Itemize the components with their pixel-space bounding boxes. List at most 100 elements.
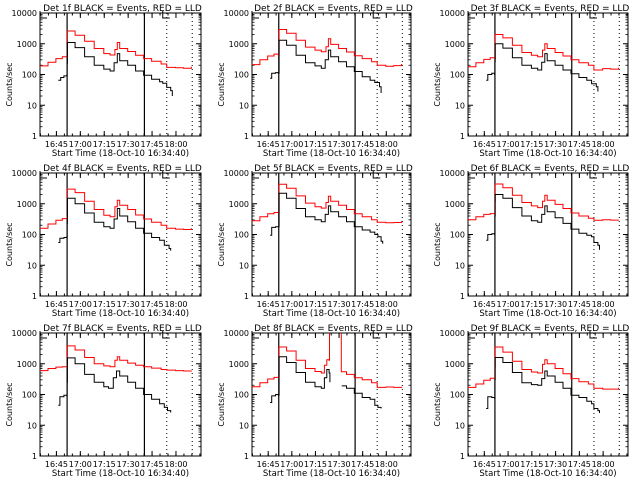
series-line-events [58, 357, 172, 413]
y-tick-label: 100 [22, 391, 37, 400]
bracket-marker [372, 331, 381, 339]
y-tick-label: 10 [239, 421, 249, 430]
x-tick-label: 17:15 [93, 460, 116, 469]
x-axis-label: Start Time (18-Oct-10 16:34:40) [479, 469, 616, 479]
panel-title: Det 2f BLACK = Events, RED = LLD [254, 4, 413, 14]
x-tick-label: 18:00 [164, 140, 187, 149]
y-tick-label: 1 [32, 452, 37, 461]
series-line-lld [40, 30, 192, 69]
x-tick-label: 18:00 [164, 300, 187, 309]
panel-title: Det 3f BLACK = Events, RED = LLD [471, 4, 630, 14]
panel-title: Det 9f BLACK = Events, RED = LLD [471, 324, 630, 334]
y-axis-label: Counts/sec [433, 222, 442, 266]
x-tick-label: 16:45 [45, 300, 68, 309]
x-tick-label: 18:00 [592, 460, 615, 469]
y-tick-label: 10 [455, 101, 465, 110]
x-axis-label: Start Time (18-Oct-10 16:34:40) [263, 469, 400, 479]
x-tick-label: 18:00 [164, 460, 187, 469]
series-line-lld [40, 345, 192, 372]
x-tick-label: 17:30 [328, 300, 351, 309]
y-tick-label: 1 [244, 132, 249, 141]
x-axis-label: Start Time (18-Oct-10 16:34:40) [52, 309, 189, 319]
panel-title: Det 8f BLACK = Events, RED = LLD [254, 324, 413, 334]
y-tick-label: 10000 [440, 169, 465, 178]
y-tick-label: 10000 [224, 169, 249, 178]
panel-det-6: Det 6f BLACK = Events, RED = LLD 1 10 100 10… [433, 164, 629, 319]
series-line-events [58, 42, 173, 96]
y-tick-label: 100 [234, 391, 249, 400]
x-tick-label: 17:30 [544, 300, 567, 309]
bracket-marker [467, 331, 475, 339]
x-tick-label: 16:45 [473, 140, 496, 149]
y-tick-label: 1 [244, 292, 249, 301]
x-tick-label: 17:30 [117, 460, 140, 469]
bracket-marker [251, 331, 259, 339]
bracket-marker [467, 11, 475, 19]
series-line-lld [252, 29, 403, 67]
x-tick-label: 17:45 [351, 460, 374, 469]
y-tick-label: 100 [22, 71, 37, 80]
panel-det-9: Det 9f BLACK = Events, RED = LLD 1 10 100 10… [433, 324, 629, 479]
series-line-lld [40, 188, 192, 230]
x-tick-label: 18:00 [375, 300, 398, 309]
y-tick-label: 10000 [224, 329, 249, 338]
bracket-marker [251, 171, 259, 179]
panel-det-5: Det 5f BLACK = Events, RED = LLD 1 10 100 10… [217, 164, 413, 319]
x-axis-label: Start Time (18-Oct-10 16:34:40) [52, 149, 189, 159]
x-tick-label: 16:45 [473, 300, 496, 309]
x-tick-label: 17:00 [280, 460, 303, 469]
series-line-events [486, 194, 600, 250]
y-axis-label: Counts/sec [433, 382, 442, 426]
series-line-lld [252, 333, 403, 388]
series-line-events [270, 39, 382, 93]
bracket-marker [589, 171, 597, 179]
x-tick-label: 17:00 [69, 140, 92, 149]
y-tick-label: 1 [32, 292, 37, 301]
x-axis-label: Start Time (18-Oct-10 16:34:40) [52, 469, 189, 479]
y-tick-label: 1 [460, 292, 465, 301]
y-tick-label: 1000 [229, 200, 249, 209]
x-tick-label: 17:15 [520, 300, 543, 309]
y-tick-label: 100 [450, 231, 465, 240]
x-tick-label: 17:00 [280, 300, 303, 309]
series-line-events [486, 43, 599, 92]
x-tick-label: 17:30 [328, 140, 351, 149]
y-tick-label: 10000 [440, 9, 465, 18]
y-tick-label: 1000 [17, 200, 37, 209]
y-tick-label: 1000 [229, 40, 249, 49]
series-line-events [486, 357, 600, 413]
y-tick-label: 1 [460, 132, 465, 141]
x-tick-label: 18:00 [592, 300, 615, 309]
x-axis-label: Start Time (18-Oct-10 16:34:40) [479, 309, 616, 319]
panel-det-3: Det 3f BLACK = Events, RED = LLD 1 10 100 10… [433, 4, 629, 159]
y-axis-label: Counts/sec [217, 62, 226, 106]
y-tick-label: 1000 [17, 360, 37, 369]
bracket-marker [372, 171, 381, 179]
x-tick-label: 17:15 [520, 140, 543, 149]
bracket-marker [467, 171, 475, 179]
y-tick-label: 10 [239, 101, 249, 110]
y-tick-label: 1000 [445, 200, 465, 209]
x-tick-label: 17:45 [568, 300, 591, 309]
panel-det-8: Det 8f BLACK = Events, RED = LLD 1 10 100 10… [217, 324, 413, 479]
x-tick-label: 17:45 [141, 460, 164, 469]
series-line-events [270, 192, 384, 244]
x-tick-label: 17:45 [568, 460, 591, 469]
series-line-lld [468, 346, 619, 390]
y-tick-label: 1000 [17, 40, 37, 49]
x-tick-label: 17:00 [69, 300, 92, 309]
series-line-events [270, 356, 382, 409]
series-line-lld [252, 183, 403, 224]
x-tick-label: 17:30 [544, 140, 567, 149]
x-tick-label: 16:45 [257, 300, 280, 309]
bracket-marker [589, 331, 597, 339]
x-tick-label: 17:15 [520, 460, 543, 469]
x-tick-label: 16:45 [45, 140, 68, 149]
panel-title: Det 5f BLACK = Events, RED = LLD [254, 164, 413, 174]
bracket-marker [39, 171, 47, 179]
y-axis-label: Counts/sec [5, 62, 14, 106]
y-tick-label: 100 [450, 71, 465, 80]
panel-det-1: Det 1f BLACK = Events, RED = LLD 1 10 100 10… [5, 4, 202, 159]
x-tick-label: 17:30 [117, 140, 140, 149]
